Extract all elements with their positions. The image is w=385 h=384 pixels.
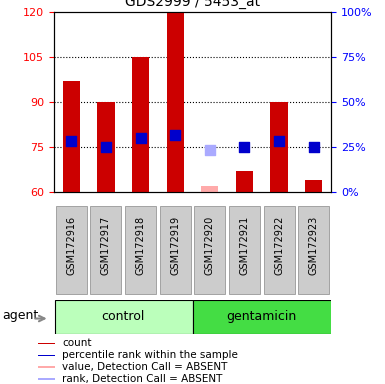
Title: GDS2999 / 5453_at: GDS2999 / 5453_at bbox=[125, 0, 260, 9]
Bar bbox=[97, 102, 115, 192]
FancyBboxPatch shape bbox=[125, 206, 156, 294]
FancyBboxPatch shape bbox=[298, 206, 330, 294]
FancyBboxPatch shape bbox=[193, 300, 332, 334]
Text: GSM172917: GSM172917 bbox=[101, 216, 111, 275]
Text: percentile rank within the sample: percentile rank within the sample bbox=[62, 351, 238, 361]
FancyBboxPatch shape bbox=[194, 206, 226, 294]
FancyBboxPatch shape bbox=[56, 206, 87, 294]
Bar bbox=[305, 180, 323, 192]
Text: agent: agent bbox=[3, 309, 39, 321]
Bar bbox=[62, 81, 80, 192]
Bar bbox=[167, 12, 184, 192]
Point bbox=[241, 144, 248, 150]
Point bbox=[207, 147, 213, 153]
Point bbox=[103, 144, 109, 150]
Text: GSM172919: GSM172919 bbox=[170, 216, 180, 275]
Text: gentamicin: gentamicin bbox=[227, 310, 297, 323]
FancyBboxPatch shape bbox=[229, 206, 260, 294]
Bar bbox=[236, 171, 253, 192]
Bar bbox=[38, 354, 55, 356]
Text: GSM172920: GSM172920 bbox=[205, 216, 215, 275]
FancyBboxPatch shape bbox=[55, 300, 193, 334]
Point bbox=[311, 144, 317, 150]
Text: rank, Detection Call = ABSENT: rank, Detection Call = ABSENT bbox=[62, 374, 223, 384]
FancyBboxPatch shape bbox=[90, 206, 122, 294]
Text: value, Detection Call = ABSENT: value, Detection Call = ABSENT bbox=[62, 362, 228, 372]
FancyBboxPatch shape bbox=[264, 206, 295, 294]
Bar bbox=[38, 366, 55, 368]
Point bbox=[276, 138, 282, 144]
Point bbox=[172, 132, 178, 138]
Bar bbox=[38, 343, 55, 344]
Text: control: control bbox=[102, 310, 145, 323]
Bar bbox=[271, 102, 288, 192]
FancyBboxPatch shape bbox=[160, 206, 191, 294]
Text: count: count bbox=[62, 338, 92, 348]
Bar bbox=[38, 379, 55, 380]
Bar bbox=[132, 56, 149, 192]
Text: GSM172922: GSM172922 bbox=[274, 216, 284, 275]
Text: GSM172923: GSM172923 bbox=[309, 216, 319, 275]
Point bbox=[137, 135, 144, 141]
Text: GSM172921: GSM172921 bbox=[239, 216, 249, 275]
Bar bbox=[201, 186, 219, 192]
Point bbox=[68, 138, 74, 144]
Text: GSM172916: GSM172916 bbox=[66, 216, 76, 275]
Text: GSM172918: GSM172918 bbox=[136, 216, 146, 275]
